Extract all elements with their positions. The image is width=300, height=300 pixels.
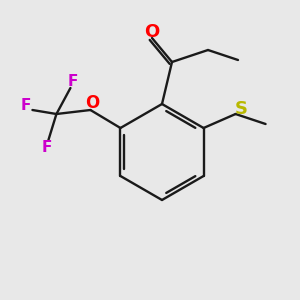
Text: O: O [85, 94, 100, 112]
Text: O: O [144, 23, 160, 41]
Text: S: S [235, 100, 248, 118]
Text: F: F [20, 98, 31, 113]
Text: F: F [41, 140, 52, 154]
Text: F: F [67, 74, 78, 89]
